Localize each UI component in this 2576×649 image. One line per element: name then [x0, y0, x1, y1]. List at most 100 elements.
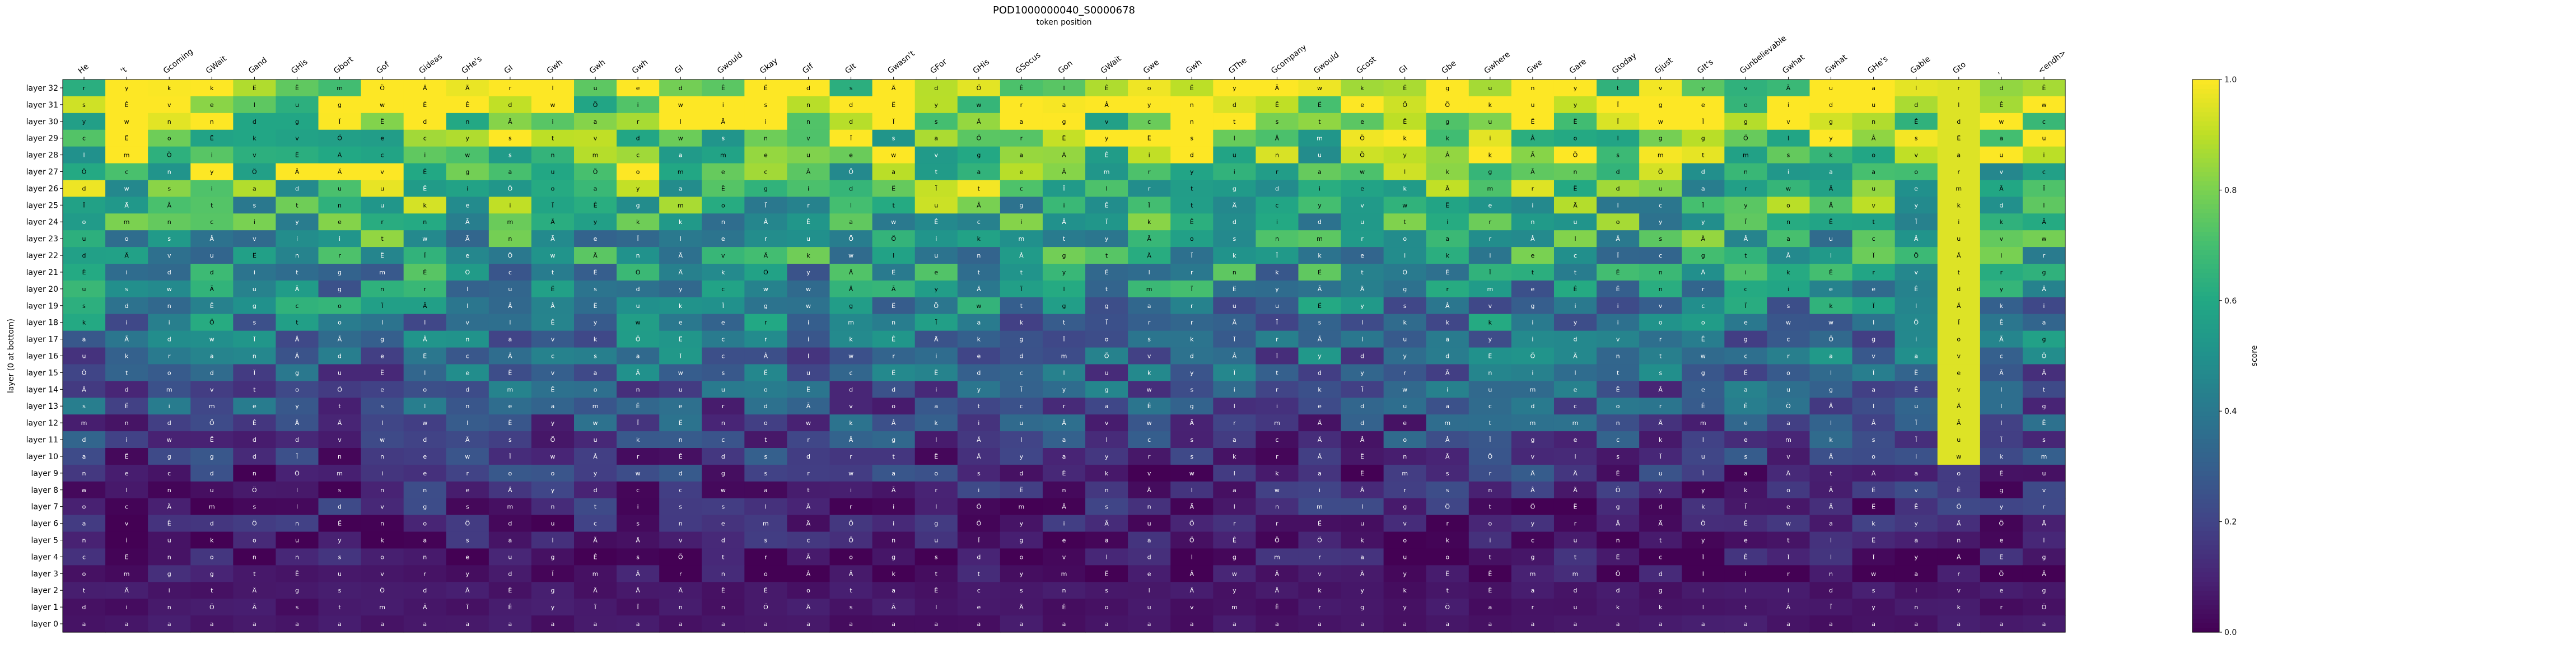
cell-label: d: [594, 487, 598, 494]
cell-label: n: [550, 503, 554, 511]
cell-label: Ï: [1276, 252, 1278, 259]
cell-label: s: [1616, 453, 1620, 460]
heatmap-cell: [914, 213, 958, 231]
heatmap-cell: [872, 129, 916, 147]
heatmap-cell: [659, 247, 702, 264]
cell-label: Ä: [1360, 570, 1365, 577]
cell-label: l: [1106, 553, 1108, 561]
cell-label: d: [167, 336, 171, 343]
cell-label: Ö: [1104, 353, 1109, 360]
cell-label: Ã: [423, 604, 427, 611]
colorbar-band: [2192, 231, 2219, 237]
cell-label: d: [1275, 185, 1279, 192]
colorbar-band: [2192, 222, 2219, 227]
heatmap-cell: [1426, 247, 1469, 264]
cell-label: Ê: [721, 185, 725, 192]
heatmap-cell: [914, 129, 958, 147]
cell-label: e: [679, 403, 683, 410]
cell-label: l: [850, 202, 852, 209]
cell-label: i: [1063, 202, 1065, 209]
cell-label: n: [253, 553, 256, 561]
cell-label: d: [338, 353, 342, 360]
cell-label: t: [1489, 419, 1492, 427]
cell-label: l: [1788, 135, 1789, 142]
cell-label: n: [295, 252, 299, 259]
heatmap-cell: [403, 247, 447, 264]
cell-label: k: [636, 218, 640, 226]
cell-label: e: [210, 101, 214, 109]
cell-label: g: [1530, 553, 1534, 561]
cell-label: l: [1149, 587, 1150, 594]
heatmap-cell: [531, 80, 575, 97]
cell-label: Ã: [806, 403, 811, 410]
cell-label: Ö: [380, 587, 385, 594]
cell-label: d: [508, 101, 512, 109]
cell-label: Ë: [253, 85, 256, 92]
heatmap-cell: [1724, 163, 1768, 181]
cell-label: Ã: [721, 118, 726, 125]
cell-label: s: [82, 403, 86, 410]
heatmap-cell: [1809, 213, 1853, 231]
cell-label: Ê: [594, 202, 598, 209]
heatmap-cell: [1980, 146, 2023, 164]
y-tick-label: layer 7: [31, 503, 58, 512]
cell-label: t: [978, 570, 981, 577]
cell-label: n: [1574, 169, 1578, 176]
cell-label: v: [1786, 453, 1790, 460]
cell-label: Ë: [1872, 537, 1875, 544]
cell-label: u: [82, 286, 86, 293]
heatmap-cell: [276, 230, 319, 248]
heatmap-cell: [1511, 180, 1555, 197]
cell-label: Â: [465, 587, 470, 594]
cell-label: t: [1191, 202, 1193, 209]
cell-label: k: [977, 235, 981, 242]
x-tick-label: ,: [1994, 67, 2001, 76]
cell-label: a: [1062, 453, 1066, 460]
colorbar-band: [2192, 80, 2219, 85]
x-tick-label: GFor: [928, 57, 949, 76]
cell-label: i: [1702, 587, 1704, 594]
cell-label: v: [210, 386, 214, 393]
heatmap-cell: [105, 213, 148, 231]
cell-label: v: [1744, 85, 1748, 92]
cell-label: c: [636, 487, 640, 494]
heatmap-cell: [1894, 230, 1938, 248]
colorbar-band: [2192, 273, 2219, 278]
heatmap-cell: [1085, 146, 1128, 164]
cell-label: y: [1659, 487, 1663, 494]
cell-label: Ê: [594, 553, 598, 561]
cell-label: u: [1105, 369, 1109, 376]
cell-label: Ë: [1445, 202, 1449, 209]
heatmap-cell: [1894, 247, 1938, 264]
cell-label: c: [423, 135, 427, 142]
heatmap-cell: [233, 163, 277, 181]
colorbar-band: [2192, 590, 2219, 596]
colorbar-band: [2192, 489, 2219, 494]
heatmap-cell: [233, 230, 277, 248]
cell-label: i: [1788, 169, 1789, 176]
cell-label: k: [721, 269, 725, 276]
cell-label: y: [1360, 302, 1364, 310]
cell-label: s: [1190, 436, 1193, 443]
cell-label: i: [808, 336, 809, 343]
colorbar-band: [2192, 291, 2219, 297]
heatmap-cell: [1937, 146, 1981, 164]
cell-label: Ï: [765, 202, 767, 209]
cell-label: m: [507, 503, 514, 511]
cell-label: n: [1616, 353, 1620, 360]
cell-label: e: [1147, 570, 1151, 577]
cell-label: a: [594, 369, 598, 376]
heatmap-cell: [1383, 197, 1427, 214]
cell-label: v: [551, 336, 555, 343]
cell-label: n: [1616, 419, 1620, 427]
cell-label: k: [1275, 470, 1279, 477]
cell-label: e: [1574, 386, 1578, 393]
cell-label: i: [1532, 202, 1533, 209]
cell-label: w: [124, 118, 129, 125]
cell-label: g: [1105, 302, 1109, 310]
heatmap-cell: [1085, 230, 1128, 248]
cell-label: o: [1786, 202, 1790, 209]
cell-label: Ä: [1957, 302, 1961, 310]
heatmap-cell: [1682, 197, 1725, 214]
cell-label: r: [509, 85, 512, 92]
